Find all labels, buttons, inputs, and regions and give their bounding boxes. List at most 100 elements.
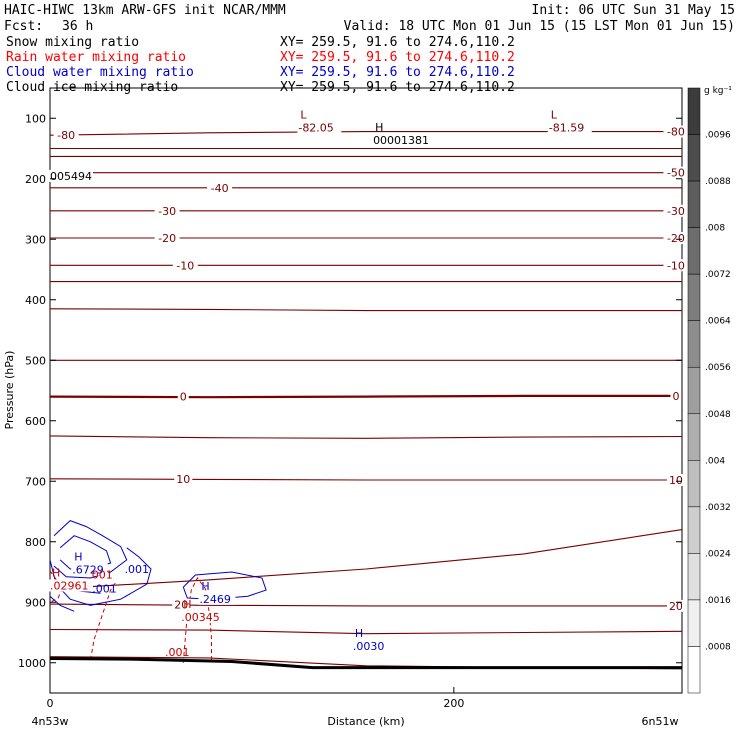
field-name: Rain water mixing ratio bbox=[6, 50, 186, 65]
temperature-label: -10 bbox=[176, 259, 194, 272]
label-backdrop bbox=[663, 259, 689, 272]
temperature-label: -30 bbox=[667, 205, 685, 218]
extrema-labels: L-82.05L-81.59H00001381005494H.6729H.246… bbox=[49, 108, 592, 653]
label-backdrop bbox=[154, 204, 180, 217]
extremum-symbol: H bbox=[74, 551, 82, 564]
y-tick-label: 300 bbox=[25, 233, 46, 246]
contour-value-label: .001 bbox=[92, 582, 117, 595]
label-backdrop bbox=[670, 389, 682, 402]
label-backdrop bbox=[666, 474, 685, 487]
label-backdrop bbox=[49, 169, 93, 182]
colorbar-swatch bbox=[687, 599, 701, 647]
y-tick-label: 900 bbox=[25, 596, 46, 609]
colorbar-label: .0096 bbox=[705, 131, 731, 141]
x-axis-title: Distance (km) bbox=[327, 715, 404, 728]
extremum-value: .00345 bbox=[181, 611, 220, 624]
y-tick-label: 200 bbox=[25, 173, 46, 186]
label-backdrop bbox=[666, 599, 685, 612]
colorbar-swatch bbox=[687, 180, 701, 228]
colorbar-label: .008 bbox=[705, 224, 725, 234]
label-backdrop bbox=[207, 181, 233, 194]
colorbar-swatch bbox=[687, 227, 701, 275]
temperature-label: -20 bbox=[158, 232, 176, 245]
colorbar-label: .0008 bbox=[705, 642, 731, 652]
colorbar-swatch bbox=[687, 366, 701, 415]
forecast-label: Fcst: bbox=[4, 19, 43, 34]
extremum-value: -81.59 bbox=[549, 121, 584, 134]
colorbar-swatch bbox=[687, 413, 701, 461]
valid-time: Valid: 18 UTC Mon 01 Jun 15 (15 LST Mon … bbox=[344, 19, 735, 34]
colorbar-label: .004 bbox=[705, 456, 725, 466]
colorbar-swatch bbox=[687, 553, 701, 601]
temperature-label: -10 bbox=[667, 259, 685, 272]
field-name: Cloud water mixing ratio bbox=[6, 65, 194, 80]
colorbar-swatch bbox=[687, 460, 701, 508]
y-tick-label: 800 bbox=[25, 536, 46, 549]
label-backdrop bbox=[663, 125, 689, 138]
temperature-contour-line bbox=[49, 308, 682, 312]
colorbar-label: .0088 bbox=[705, 177, 731, 187]
x-axis: 0 200 bbox=[47, 687, 464, 710]
colorbar-label: .0048 bbox=[705, 410, 731, 420]
plot-area: -80 -80 -50 -40 -30 -30 -20 -20 -10 -10 0 0 10 10 20 20… bbox=[18, 87, 689, 710]
field-xy: XY= 259.5, 91.6 to 274.6,110.2 bbox=[280, 50, 515, 65]
label-backdrop bbox=[53, 129, 79, 142]
x-endpoint-left: 4n53w bbox=[32, 715, 69, 728]
extremum-value: 005494 bbox=[50, 170, 92, 183]
temperature-label: 20 bbox=[669, 600, 683, 613]
contour-value-label: .001 bbox=[125, 563, 150, 576]
temperature-label: -20 bbox=[667, 232, 685, 245]
temperature-label: 20 bbox=[174, 599, 188, 612]
extremum-symbol: H bbox=[183, 598, 191, 611]
label-backdrop bbox=[71, 563, 109, 576]
label-backdrop bbox=[547, 121, 592, 134]
label-backdrop bbox=[372, 134, 431, 147]
y-axis-title: Pressure (hPa) bbox=[3, 351, 16, 430]
temperature-label: -30 bbox=[158, 205, 176, 218]
colorbar-label: .0072 bbox=[705, 270, 731, 280]
label-backdrop bbox=[172, 598, 191, 611]
cloud-water-contour bbox=[182, 571, 267, 600]
cloud-water-contour bbox=[53, 520, 128, 579]
colorbar-swatch bbox=[687, 506, 701, 554]
field-xy: XY= 259.5, 91.6 to 274.6,110.2 bbox=[280, 65, 515, 80]
label-backdrop bbox=[174, 472, 193, 485]
temperature-label: 10 bbox=[176, 473, 190, 486]
temperature-label: 10 bbox=[669, 474, 683, 487]
label-backdrop bbox=[297, 121, 342, 134]
extremum-value: .02961 bbox=[50, 579, 89, 592]
extremum-value: 00001381 bbox=[373, 134, 429, 147]
forecast-hour: 36 h bbox=[62, 19, 93, 34]
colorbar-swatch bbox=[687, 134, 701, 182]
temperature-contour-line bbox=[49, 603, 682, 607]
temperature-contours bbox=[49, 131, 683, 670]
contour-value-label: .001 bbox=[165, 646, 190, 659]
label-backdrop bbox=[180, 610, 225, 623]
rain-water-contour bbox=[182, 577, 212, 663]
model-title: HAIC-HIWC 13km ARW-GFS init NCAR/MMM bbox=[4, 3, 286, 18]
temperature-label: 0 bbox=[672, 390, 679, 403]
label-backdrop bbox=[351, 639, 389, 652]
colorbar-swatch bbox=[687, 646, 701, 694]
label-backdrop bbox=[663, 232, 689, 245]
y-tick-label: 1000 bbox=[18, 657, 46, 670]
temperature-contour-line bbox=[49, 529, 683, 590]
temperature-label: -80 bbox=[57, 129, 75, 142]
y-tick-label: 600 bbox=[25, 415, 46, 428]
label-backdrop bbox=[49, 579, 93, 592]
extremum-symbol: H bbox=[375, 121, 383, 134]
colorbar-label: .0032 bbox=[705, 503, 731, 513]
colorbar-label: .0016 bbox=[705, 596, 731, 606]
extremum-symbol: L bbox=[300, 108, 307, 121]
extremum-symbol: H bbox=[52, 566, 60, 579]
y-tick-label: 700 bbox=[25, 475, 46, 488]
colorbar-label: .0064 bbox=[705, 317, 731, 327]
x-tick-label: 200 bbox=[443, 697, 464, 710]
y-tick-label: 400 bbox=[25, 294, 46, 307]
x-endpoint-right: 6n51w bbox=[642, 715, 679, 728]
extremum-value: .0030 bbox=[353, 640, 385, 653]
field-legend: Snow mixing ratio XY= 259.5, 91.6 to 274.… bbox=[6, 35, 515, 95]
temperature-label: -40 bbox=[211, 182, 229, 195]
y-tick-label: 500 bbox=[25, 354, 46, 367]
